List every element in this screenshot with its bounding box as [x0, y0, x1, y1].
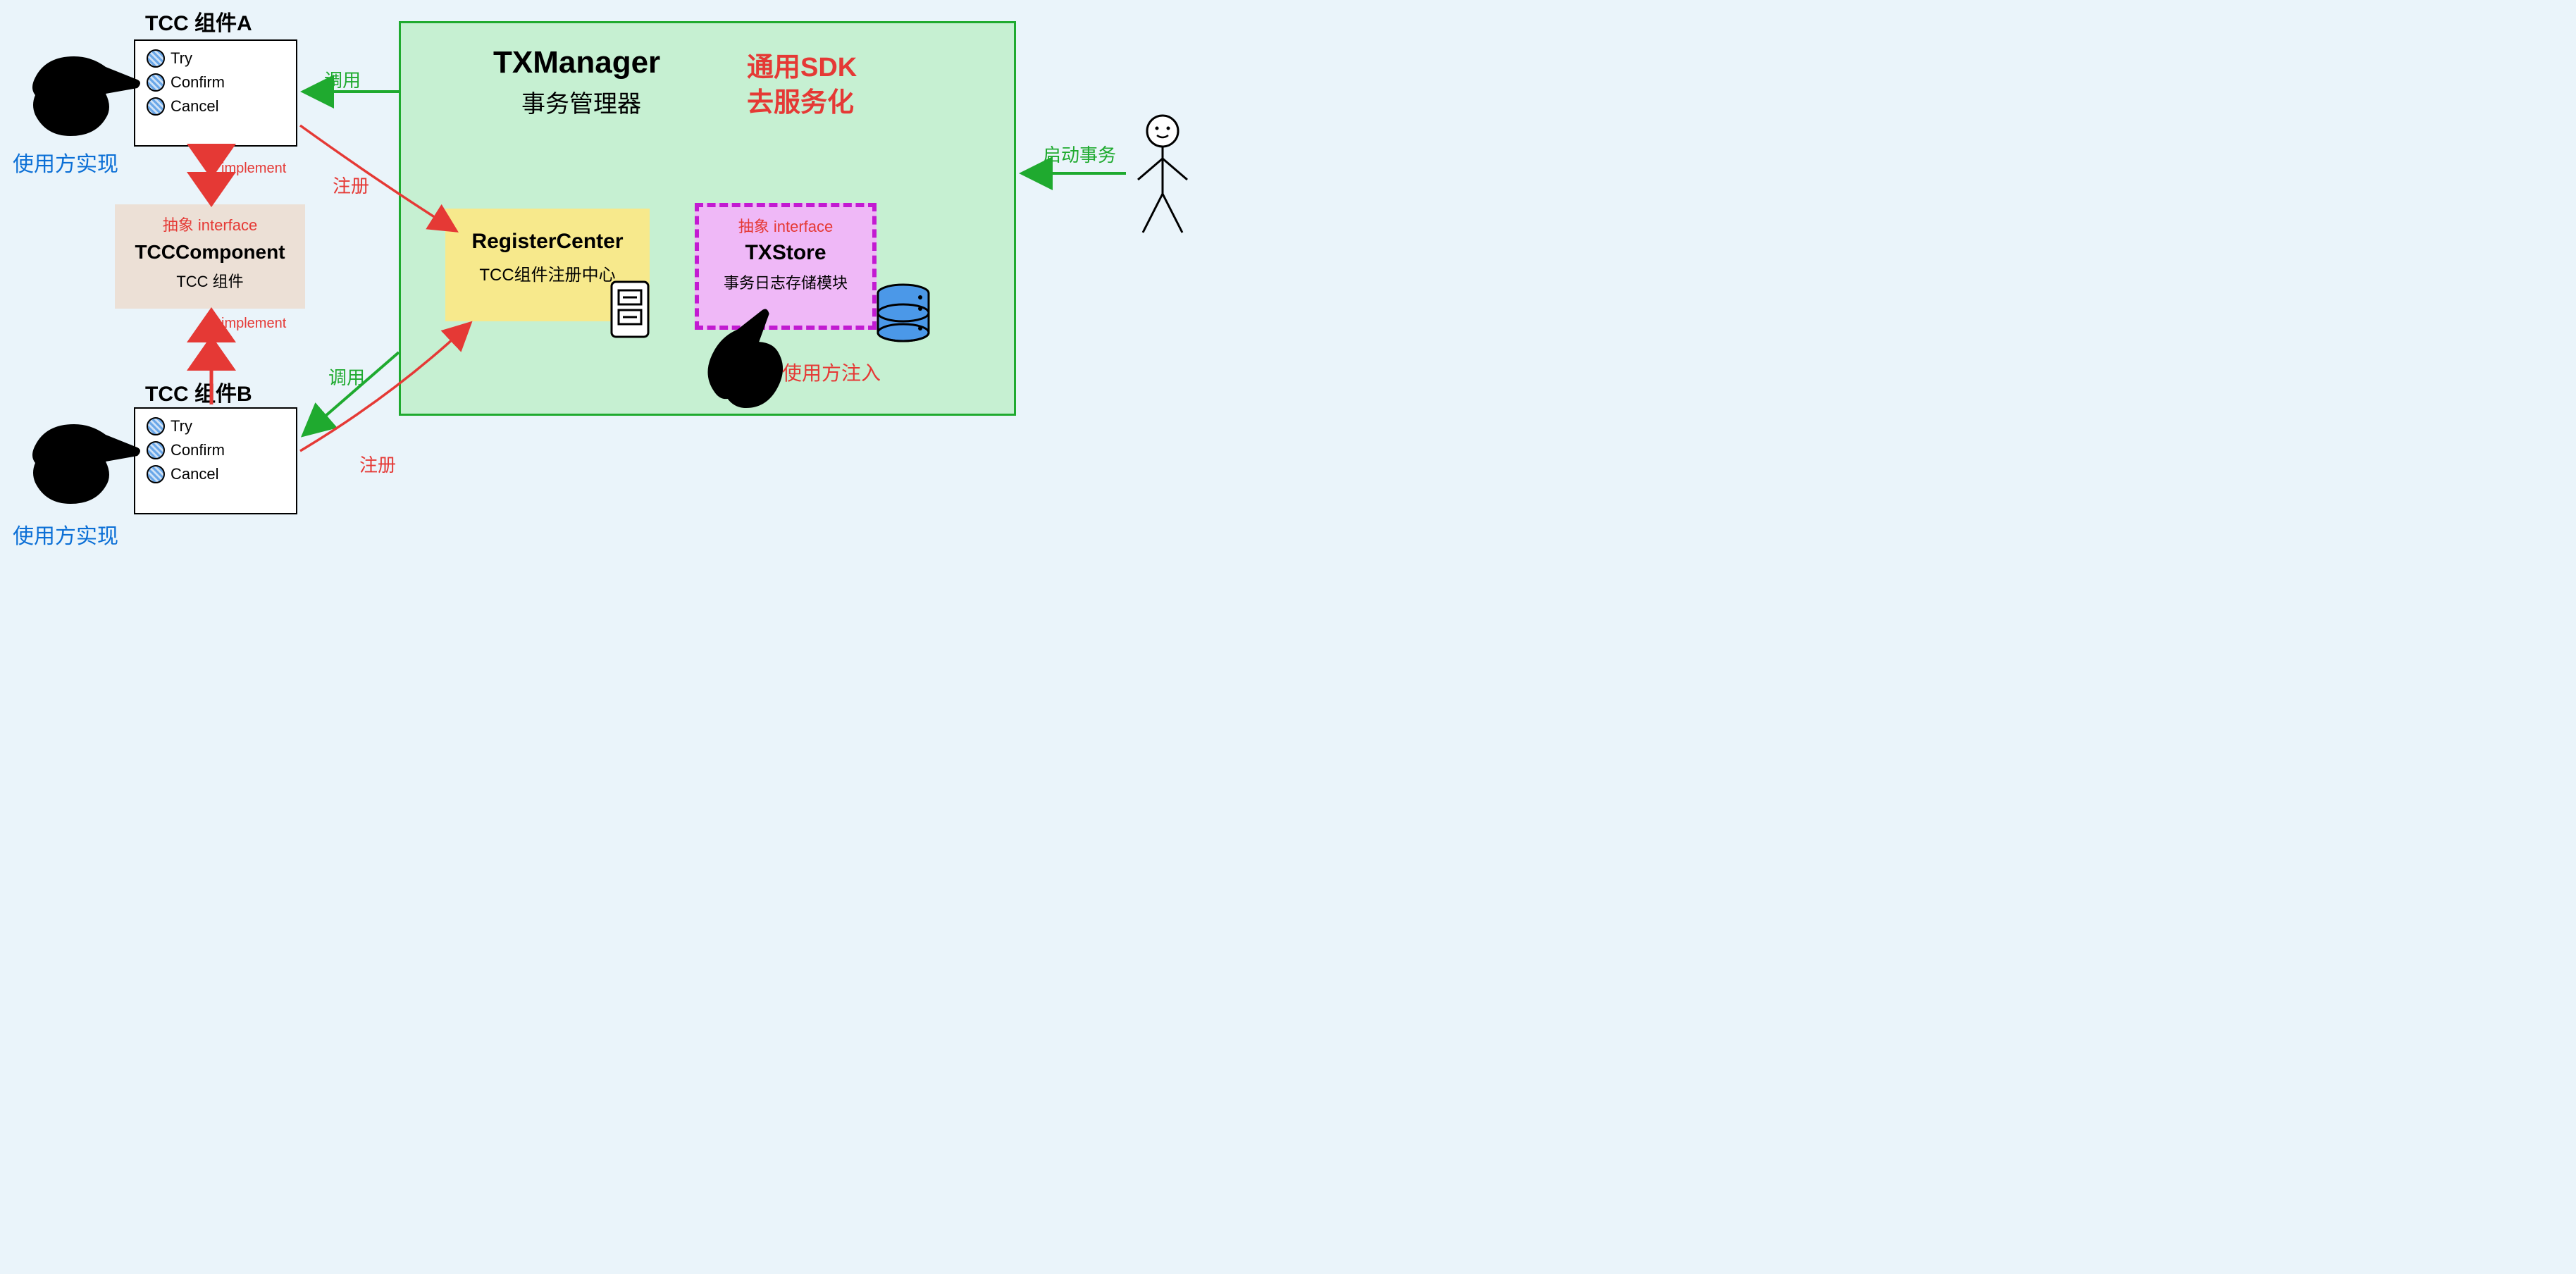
tcccomponent-stereotype: 抽象 interface — [115, 213, 305, 235]
txmanager-tag2: 去服务化 — [747, 80, 854, 119]
componentB-method-cancel: Cancel — [138, 462, 293, 486]
edge-implB-label: implement — [221, 316, 286, 332]
tcccomponent-box: 抽象 interface TCCComponent TCC 组件 — [115, 204, 305, 309]
edge-start-label: 启动事务 — [1043, 141, 1116, 167]
txstore-name: TXStore — [699, 241, 872, 265]
edge-implA-label: implement — [221, 161, 286, 177]
componentA-method-cancel: Cancel — [138, 94, 293, 118]
hand-icon — [28, 417, 141, 509]
txstore-box: 抽象 interface TXStore 事务日志存储模块 — [695, 203, 877, 330]
componentA-method-confirm: Confirm — [138, 70, 293, 94]
componentB-method-try: Try — [138, 414, 293, 438]
server-icon — [607, 278, 652, 341]
componentB-method-confirm: Confirm — [138, 438, 293, 462]
txstore-stereotype: 抽象 interface — [699, 214, 872, 237]
edge-callB-label: 调用 — [328, 364, 365, 390]
componentB-box: Try Confirm Cancel — [134, 407, 297, 514]
bullet-icon — [147, 73, 165, 92]
tcccomponent-name: TCCComponent — [115, 241, 305, 264]
tcccomponent-subtitle: TCC 组件 — [115, 269, 305, 292]
hand-icon — [28, 49, 141, 141]
bullet-icon — [147, 97, 165, 116]
txmanager-subtitle: 事务管理器 — [521, 85, 641, 119]
txmanager-tag1: 通用SDK — [747, 45, 857, 84]
edge-registerA-label: 注册 — [333, 172, 369, 198]
edge-callA-label: 调用 — [324, 66, 361, 92]
edge-registerB-label: 注册 — [359, 451, 396, 477]
componentA-caption: 使用方实现 — [13, 147, 118, 178]
bullet-icon — [147, 441, 165, 459]
registercenter-name: RegisterCenter — [445, 230, 650, 254]
componentA-title: TCC 组件A — [145, 6, 252, 37]
componentA-box: Try Confirm Cancel — [134, 39, 297, 147]
bullet-icon — [147, 49, 165, 68]
txmanager-title: TXManager — [493, 45, 660, 80]
bullet-icon — [147, 417, 165, 435]
componentB-caption: 使用方实现 — [13, 519, 118, 550]
actor-icon — [1127, 113, 1198, 240]
componentB-title: TCC 组件B — [145, 376, 252, 407]
bullet-icon — [147, 465, 165, 483]
database-icon — [874, 283, 933, 350]
txstore-subtitle: 事务日志存储模块 — [699, 271, 872, 293]
componentA-method-try: Try — [138, 47, 293, 70]
